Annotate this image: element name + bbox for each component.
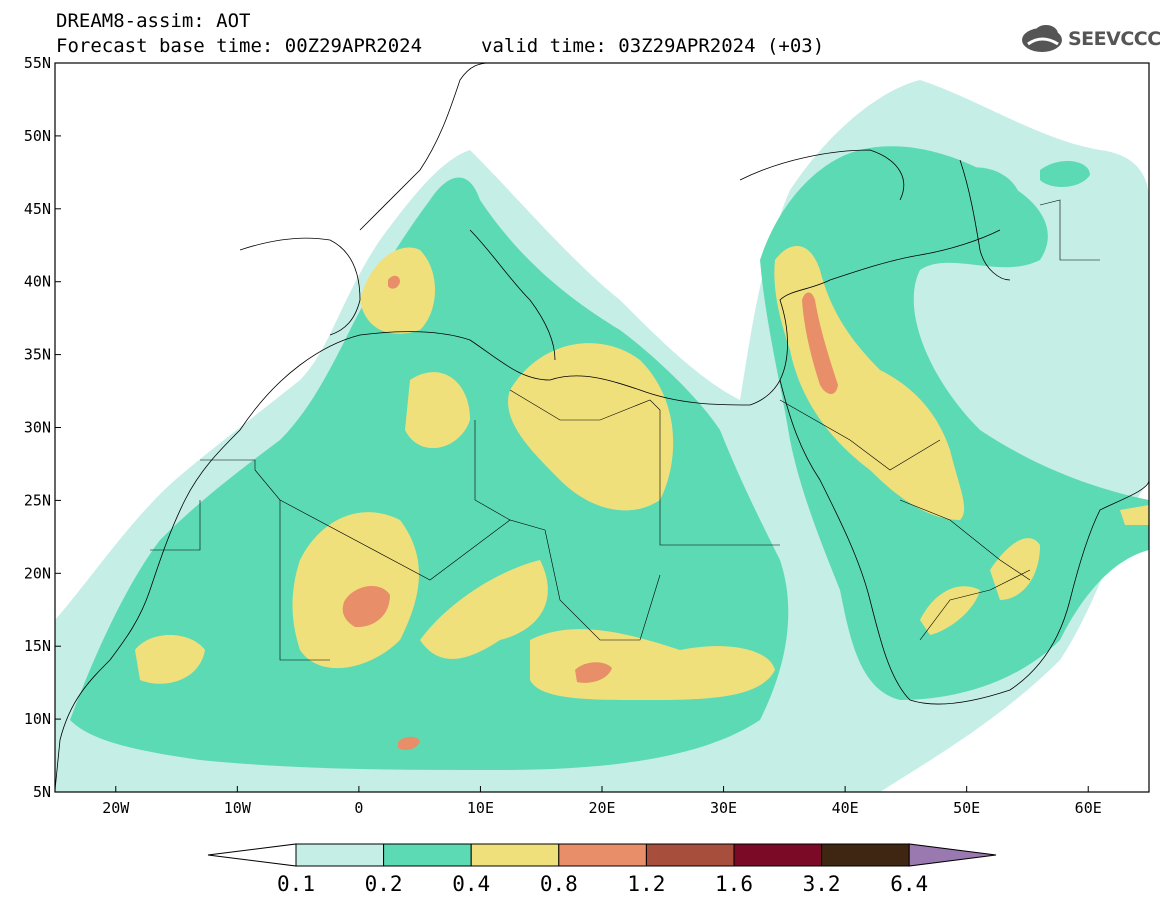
aot-band-0.8-chad bbox=[575, 662, 612, 683]
lat-label: 35N bbox=[24, 346, 51, 364]
valid-time: valid time: 03Z29APR2024 (+03) bbox=[481, 35, 825, 57]
aot-band-0.2 bbox=[70, 177, 789, 770]
colorbar-max-arrow bbox=[908, 843, 997, 867]
lat-label: 40N bbox=[24, 273, 51, 291]
colorbar-swatch bbox=[383, 843, 472, 867]
lon-label: 50E bbox=[953, 799, 980, 817]
lat-label: 55N bbox=[24, 54, 51, 72]
coastlines bbox=[55, 63, 1149, 791]
lon-label: 10E bbox=[467, 799, 494, 817]
longitude-ticks: 20W 10W 0 10E 20E 30E 40E 50E 60E bbox=[102, 786, 1102, 817]
colorbar-swatch bbox=[470, 843, 560, 867]
colorbar-label: 3.2 bbox=[802, 872, 841, 896]
aot-band-0.8-mali bbox=[342, 585, 390, 628]
lon-label: 30E bbox=[710, 799, 737, 817]
lon-label: 20W bbox=[102, 799, 130, 817]
aot-band-0.4-niger bbox=[420, 560, 548, 659]
lat-label: 20N bbox=[24, 564, 51, 582]
aot-band-0.4-iberia bbox=[360, 247, 435, 334]
aot-field bbox=[55, 80, 1149, 792]
colorbar-label: 0.2 bbox=[364, 872, 403, 896]
colorbar-label: 0.8 bbox=[539, 872, 578, 896]
aot-band-0.8-syria bbox=[802, 292, 838, 395]
aot-band-0.4-yemen bbox=[920, 586, 980, 635]
lat-label: 5N bbox=[33, 783, 51, 801]
colorbar-swatch bbox=[821, 843, 910, 867]
latitude-ticks: 55N 50N 45N 40N 35N 30N 25N 20N 15N 10N 5N bbox=[24, 54, 61, 801]
country-borders bbox=[150, 199, 1100, 661]
aot-band-0.4-sahara bbox=[292, 512, 419, 669]
lat-label: 15N bbox=[24, 637, 51, 655]
colorbar-label: 6.4 bbox=[890, 872, 929, 896]
colorbar-label: 0.1 bbox=[277, 872, 315, 896]
logo-text: SEEVCCC bbox=[1068, 28, 1161, 50]
aot-band-0.4-algeria bbox=[405, 372, 470, 449]
aot-band-0.4-iraq bbox=[774, 246, 965, 521]
aot-band-0.8-morocco bbox=[388, 275, 400, 289]
lon-label: 60E bbox=[1075, 799, 1102, 817]
lat-label: 50N bbox=[24, 127, 51, 145]
colorbar-label: 1.2 bbox=[627, 872, 666, 896]
lat-label: 45N bbox=[24, 200, 51, 218]
lon-label: 0 bbox=[354, 799, 363, 817]
aot-band-0.4-oman bbox=[990, 505, 1149, 600]
lat-label: 25N bbox=[24, 491, 51, 509]
aot-band-0.2-caspian bbox=[960, 160, 1090, 216]
colorbar-swatch bbox=[733, 843, 823, 867]
lat-label: 30N bbox=[24, 419, 51, 437]
colorbar-label: 0.4 bbox=[452, 872, 491, 896]
aot-band-0.4-libya bbox=[508, 343, 674, 511]
lon-label: 20E bbox=[588, 799, 615, 817]
aot-band-0.4-senegal bbox=[135, 635, 205, 684]
colorbar-swatch bbox=[645, 843, 735, 867]
colorbar-label: 1.6 bbox=[715, 872, 753, 896]
colorbar bbox=[207, 843, 997, 867]
colorbar-swatch bbox=[558, 843, 647, 867]
colorbar-min-arrow bbox=[207, 843, 297, 867]
colorbar-swatch bbox=[295, 843, 385, 867]
map-title: DREAM8-assim: AOT bbox=[56, 10, 251, 32]
lon-label: 40E bbox=[832, 799, 859, 817]
lat-label: 10N bbox=[24, 710, 51, 728]
seevccc-logo bbox=[1022, 25, 1062, 52]
forecast-base-time: Forecast base time: 00Z29APR2024 bbox=[56, 35, 423, 57]
lon-label: 10W bbox=[224, 799, 252, 817]
aot-band-0.8-nigeria bbox=[398, 736, 420, 750]
